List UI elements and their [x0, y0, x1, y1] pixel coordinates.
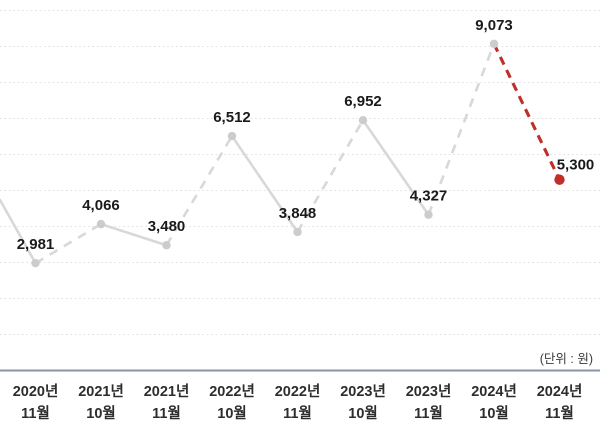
- series-segment: [361, 119, 430, 216]
- series-segment: [100, 222, 167, 247]
- data-point: [424, 210, 433, 219]
- data-point-highlight: [554, 174, 565, 185]
- data-value-label: 4,327: [410, 188, 448, 205]
- data-value-label: 4,066: [82, 197, 120, 214]
- series-segment: [165, 135, 234, 246]
- series-segment-forecast: [492, 43, 561, 181]
- value-labels-layer: 2,981 4,066 3,480 6,512 3,848 6,952 4,327 9,073…: [17, 17, 595, 253]
- gridlines-layer: [0, 10, 600, 335]
- data-point: [489, 39, 499, 49]
- data-point: [227, 131, 237, 141]
- data-point: [162, 241, 171, 250]
- data-value-label: 3,848: [279, 205, 317, 222]
- series-segment: [230, 135, 299, 233]
- data-point: [358, 116, 368, 125]
- data-value-label: 2,981: [17, 236, 55, 253]
- series-segment: [427, 43, 496, 216]
- data-point: [31, 258, 40, 268]
- data-point: [293, 227, 302, 237]
- data-value-label: 9,073: [475, 17, 513, 34]
- data-value-label: 6,952: [344, 93, 382, 110]
- data-value-label: 5,300: [557, 157, 595, 174]
- data-point-markers-layer: [31, 39, 565, 268]
- data-value-label: 6,512: [213, 109, 251, 126]
- series-segment: [34, 223, 102, 265]
- data-point: [96, 219, 106, 229]
- series-segment: [296, 119, 365, 233]
- unit-label: (단위 : 원): [539, 352, 593, 366]
- data-value-label: 3,480: [148, 218, 186, 235]
- series-segment-lead-in: [0, 198, 37, 265]
- series-line-layer: [0, 43, 561, 265]
